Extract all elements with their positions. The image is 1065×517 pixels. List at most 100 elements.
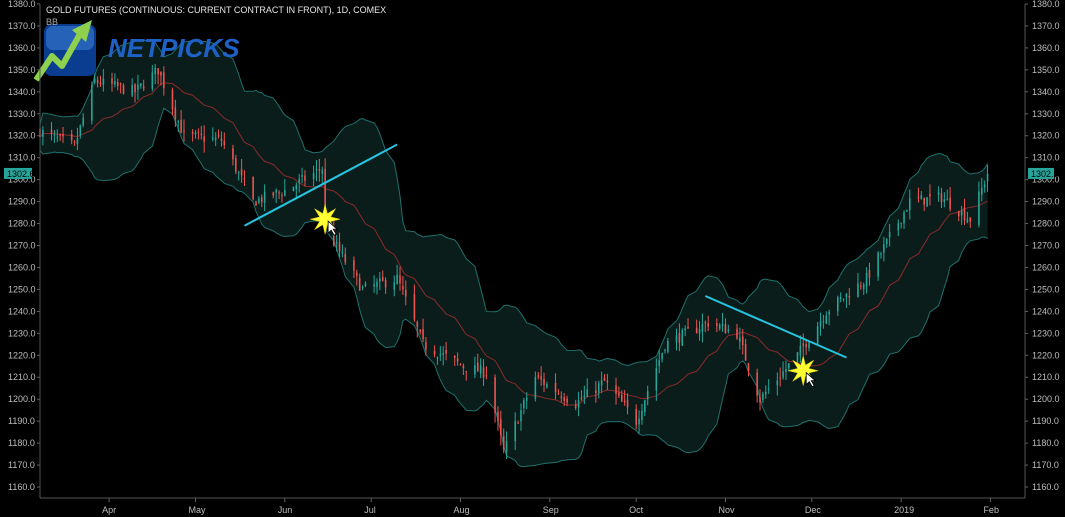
candle-body [445,349,447,354]
candle-body [865,272,868,287]
candle-body [563,397,565,401]
left-tick-label: 1340.0 [8,87,36,97]
candle-body [91,85,93,121]
left-tick-label: 1360.0 [8,43,36,53]
candle-body [883,244,885,253]
candle-body [779,377,781,379]
left-tick-label: 1180.0 [8,438,35,448]
candle-body [275,189,277,193]
time-tick-label: Oct [629,505,644,515]
candle-body [177,121,180,123]
candle-body [318,169,321,172]
candle-body [525,398,528,401]
candle-body [560,396,563,399]
left-tick-label: 1350.0 [8,65,36,75]
candle-body [566,398,568,403]
left-tick-label: 1370.0 [8,21,36,31]
left-tick-label: 1280.0 [8,219,36,229]
candle-body [174,107,177,120]
left-tick-label: 1220.0 [8,350,36,360]
candle-body [799,345,802,356]
candle-body [70,133,73,141]
starburst-icon [310,204,341,235]
candle-body [255,201,257,206]
candle-body [788,363,790,369]
right-tick-label: 1180.0 [1032,438,1059,448]
bollinger-bands [39,39,988,468]
candle-body [940,193,943,203]
candle-body [747,363,750,371]
price-badge [1028,167,1054,179]
candle-body [597,383,600,393]
candle-body [718,324,721,329]
candle-body [966,218,969,223]
netpicks-logo: NETPICKS [33,20,240,82]
candle-body [134,84,136,93]
candle-body [724,323,727,334]
candle-body [399,275,401,284]
candle-body [523,400,525,409]
candle-body [217,134,220,137]
candle-body [704,322,707,324]
candle-body [324,168,326,226]
candle-body [618,392,620,396]
right-tick-label: 1250.0 [1032,284,1060,294]
right-tick-label: 1210.0 [1032,372,1060,382]
right-tick-label: 1300.0 [1032,175,1060,185]
candle-body [180,119,182,133]
candle-body [111,78,113,84]
candle-body [862,284,865,290]
candle-body [364,283,367,286]
right-tick-label: 1170.0 [1032,460,1059,470]
right-price-axis: 1160.0 1170.0 1180.0 1190.0 1200.0 1210.0 1220… [1025,0,1060,492]
candle-body [500,419,502,435]
candle-body [396,274,398,285]
candle-body [960,210,963,216]
left-tick-label: 1190.0 [8,416,35,426]
logo-wordmark: NETPICKS [108,33,240,63]
candle-body [62,134,64,137]
time-tick-label: Aug [453,505,469,515]
right-tick-label: 1230.0 [1032,328,1060,338]
candle-body [888,232,891,238]
candle-body [600,380,603,386]
right-tick-label: 1200.0 [1032,394,1060,404]
candle-body [554,383,557,393]
candle-body [880,253,882,255]
candle-body [909,198,911,211]
right-tick-label: 1280.0 [1032,219,1060,229]
candle-body [857,283,859,297]
candlesticks [39,63,989,460]
candle-body [116,82,119,87]
candle-body [191,131,194,134]
candle-body [252,176,254,199]
candle-body [981,187,983,195]
candle-body [301,175,303,177]
candle-body [171,90,174,110]
candle-body [805,344,807,348]
candle-body [456,358,459,362]
candle-body [223,140,226,145]
left-price-axis: 1160.0 1170.0 1180.0 1190.0 1200.0 1210.0 1220… [8,0,40,492]
candle-body [658,360,661,366]
candle-body [53,133,56,136]
candle-body [356,273,358,276]
candle-body [744,344,747,361]
candle-body [304,175,306,181]
candle-body [969,217,972,222]
candle-body [986,173,989,182]
left-tick-label: 1300.0 [8,175,36,185]
candle-body [413,293,416,320]
candle-body [825,315,828,324]
candle-body [197,132,200,134]
candle-body [646,391,649,400]
candle-body [802,343,805,346]
candle-body [537,375,540,377]
candle-body [402,286,404,290]
candle-body [344,253,347,263]
candle-body [615,385,617,394]
candle-body [298,178,301,184]
candle-body [212,137,214,140]
candle-body [695,327,698,333]
